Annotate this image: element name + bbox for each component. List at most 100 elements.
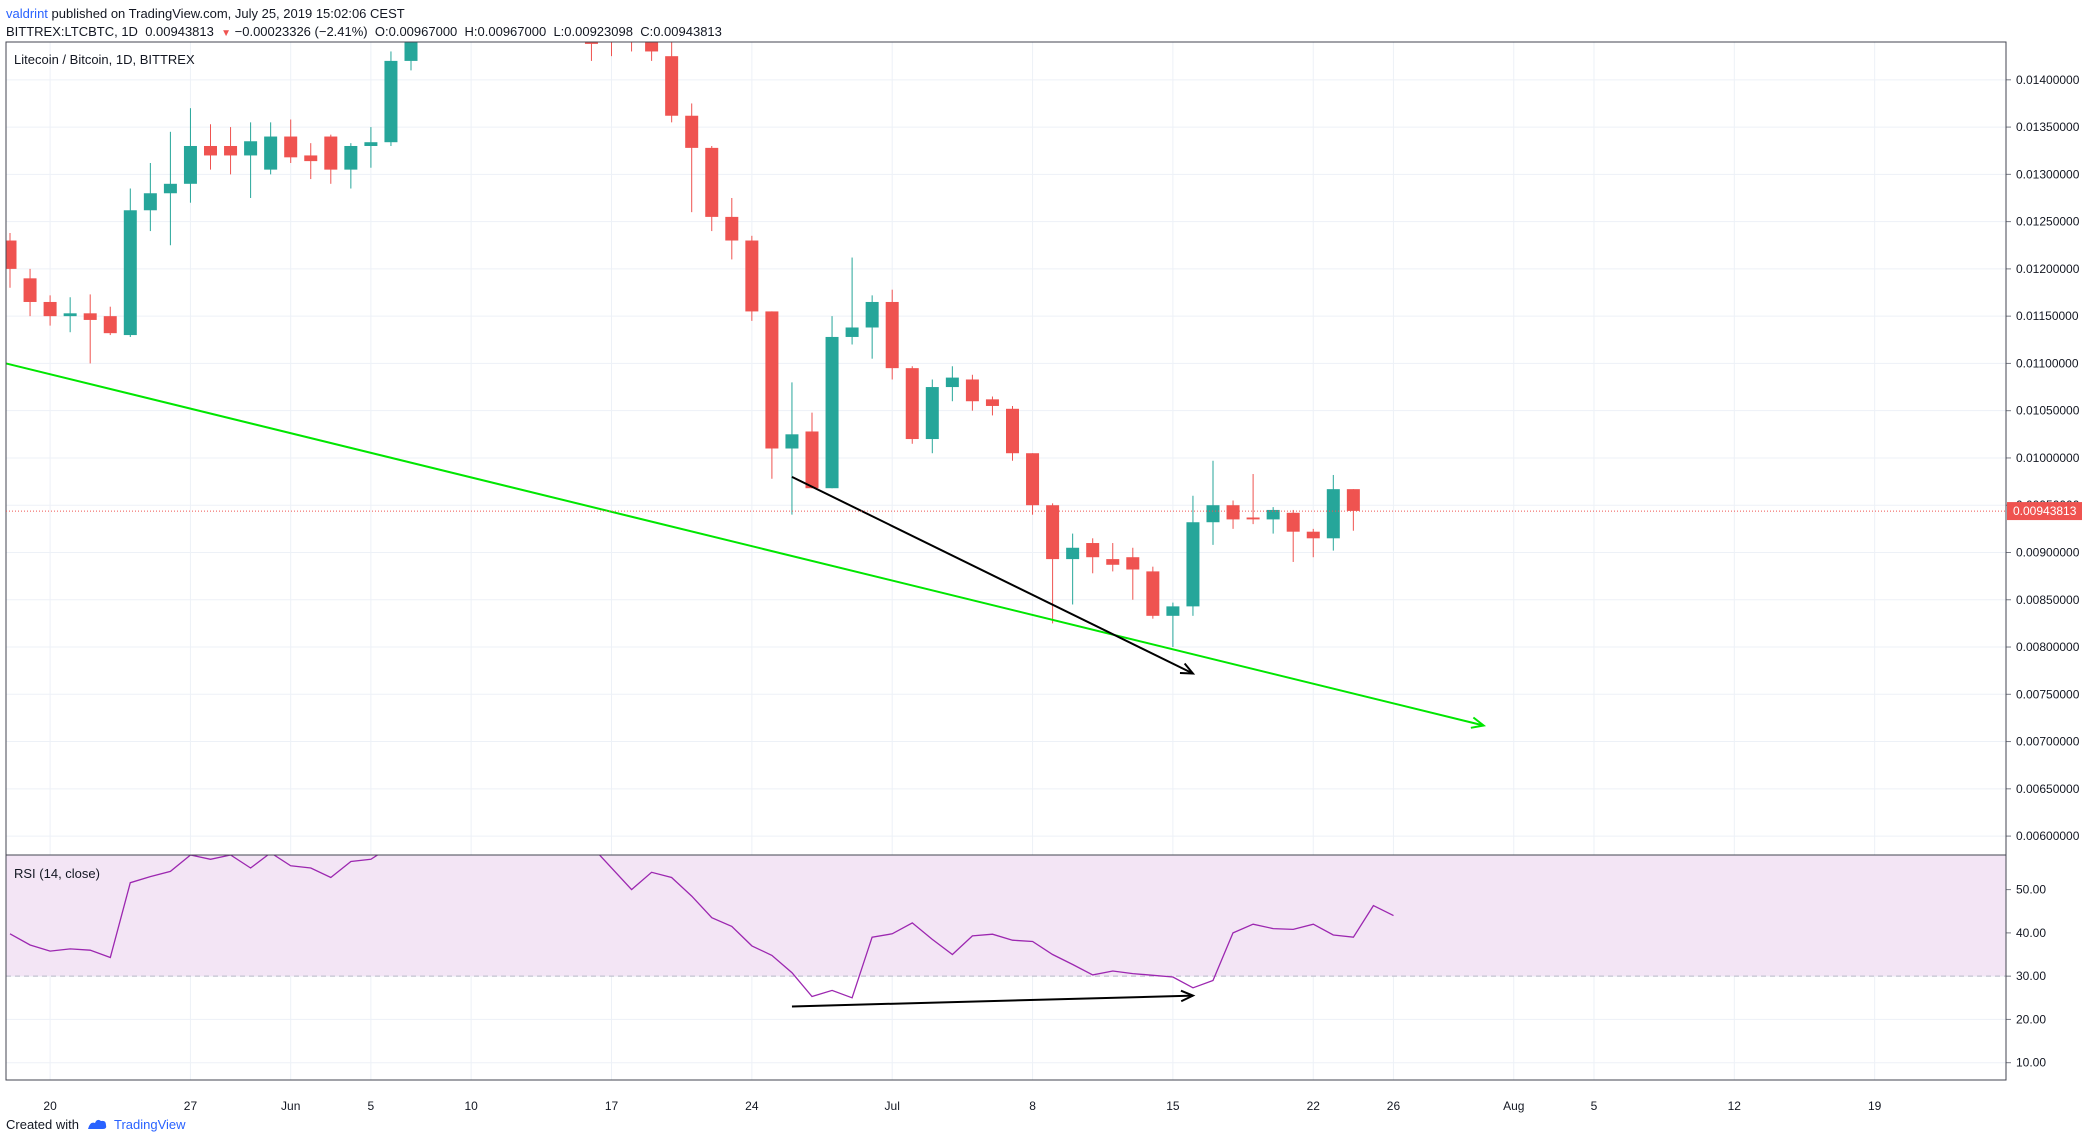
green-trendline xyxy=(5,362,1484,727)
candles xyxy=(6,37,1360,648)
plot-border xyxy=(5,41,2007,1081)
candle-body xyxy=(965,379,979,402)
x-tick-label: Aug xyxy=(1503,1099,1524,1113)
y-tick-label: 0.01050000 xyxy=(2016,404,2080,418)
y-tick-label: 0.01400000 xyxy=(2016,73,2080,87)
candle-body xyxy=(143,193,157,211)
x-tick-label: 5 xyxy=(1591,1099,1598,1113)
candle-body xyxy=(1246,517,1260,520)
y-tick-label: 0.01200000 xyxy=(2016,262,2080,276)
rsi-band xyxy=(6,855,2006,977)
rsi-y-tick-label: 10.00 xyxy=(2016,1056,2046,1070)
candle-body xyxy=(725,216,739,241)
candle-body xyxy=(665,56,679,116)
candle-body xyxy=(1086,543,1100,558)
candle-body xyxy=(1026,453,1040,506)
publish-line: valdrint published on TradingView.com, J… xyxy=(6,6,405,21)
x-tick-label: 10 xyxy=(464,1099,478,1113)
candle-body xyxy=(584,42,598,44)
down-triangle-icon: ▼ xyxy=(221,28,232,39)
candle-body xyxy=(685,115,699,148)
x-tick-label: 22 xyxy=(1307,1099,1321,1113)
candle-body xyxy=(103,316,117,334)
author-link[interactable]: valdrint xyxy=(6,6,48,21)
candle-body xyxy=(1126,557,1140,570)
candle-body xyxy=(43,301,57,317)
candle-body xyxy=(645,42,659,52)
y-tick-label: 0.01250000 xyxy=(2016,215,2080,229)
last-price-tag xyxy=(2007,502,2082,521)
candle-body xyxy=(1066,547,1080,560)
candle-body xyxy=(705,147,719,217)
x-tick-label: 24 xyxy=(745,1099,759,1113)
symbol-label: BITTREX:LTCBTC, 1D xyxy=(6,24,138,39)
candle-body xyxy=(23,278,37,302)
x-tick-label: 20 xyxy=(43,1099,57,1113)
rsi-line xyxy=(9,855,1394,999)
x-tick-label: Jun xyxy=(281,1099,300,1113)
ohlc-open: O:0.00967000 xyxy=(374,24,458,39)
rsi-pane-title: RSI (14, close) xyxy=(14,866,100,881)
published-text: published on TradingView.com, July 25, 2… xyxy=(51,6,405,21)
candle-body xyxy=(945,377,959,388)
green-trendline-arrowhead xyxy=(1470,716,1487,729)
candle-body xyxy=(63,313,77,317)
price-divergence-arrowhead xyxy=(1179,662,1196,675)
candle-body xyxy=(845,327,859,337)
rsi-y-tick-label: 30.00 xyxy=(2016,969,2046,983)
candle-body xyxy=(264,136,278,170)
y-tick-label: 0.01000000 xyxy=(2016,451,2080,465)
x-tick-label: 27 xyxy=(184,1099,198,1113)
candle-body xyxy=(765,311,779,449)
candle-body xyxy=(1326,489,1340,539)
y-tick-label: 0.00900000 xyxy=(2016,545,2080,559)
candle-body xyxy=(925,387,939,440)
drawings xyxy=(5,362,1487,1008)
candle-body xyxy=(324,136,338,170)
candle-body xyxy=(364,142,378,146)
tradingview-logo-icon xyxy=(86,1117,108,1134)
candle-body xyxy=(1226,505,1240,520)
candle-body xyxy=(344,145,358,170)
axes: 20 27 Jun 5 10 17 24 Jul 8 15 22 26 Aug 5 12 19 0.014000… xyxy=(5,41,2082,1113)
candle-body xyxy=(1306,531,1320,539)
candle-body xyxy=(1106,559,1120,565)
rsi-y-tick-label: 20.00 xyxy=(2016,1012,2046,1026)
candle-body xyxy=(745,240,759,312)
candle-body xyxy=(1206,505,1220,523)
x-tick-label: Jul xyxy=(885,1099,900,1113)
candle-body xyxy=(83,313,97,320)
footer: Created with TradingView xyxy=(6,1117,186,1134)
last-price: 0.00943813 xyxy=(145,24,214,39)
candle-body xyxy=(163,183,177,194)
x-tick-label: 15 xyxy=(1166,1099,1180,1113)
y-tick-label: 0.01150000 xyxy=(2016,309,2079,323)
x-tick-label: 17 xyxy=(605,1099,619,1113)
candle-body xyxy=(825,336,839,489)
y-tick-label: 0.00700000 xyxy=(2016,735,2080,749)
candle-body xyxy=(384,60,398,143)
y-tick-label: 0.00800000 xyxy=(2016,640,2080,654)
ohlc-high: H:0.00967000 xyxy=(464,24,547,39)
candle-body xyxy=(865,301,879,328)
x-tick-label: 19 xyxy=(1868,1099,1882,1113)
candle-body xyxy=(905,368,919,440)
candle-body xyxy=(985,399,999,406)
rsi-y-tick-label: 50.00 xyxy=(2016,883,2046,897)
tradingview-brand[interactable]: TradingView xyxy=(114,1117,186,1132)
change-value: −0.00023326 (−2.41%) xyxy=(234,24,368,39)
y-tick-label: 0.00750000 xyxy=(2016,687,2080,701)
candle-body xyxy=(1286,512,1300,532)
candle-body xyxy=(1046,505,1060,560)
ohlc-low: L:0.00923098 xyxy=(553,24,633,39)
created-with-text: Created with xyxy=(6,1117,79,1132)
x-tick-label: 12 xyxy=(1728,1099,1742,1113)
candle-body xyxy=(885,301,899,369)
candle-body xyxy=(183,145,197,184)
chart-header: valdrint published on TradingView.com, J… xyxy=(0,0,2089,42)
ohlc-close: C:0.00943813 xyxy=(640,24,722,39)
candle-body xyxy=(605,37,618,42)
price-pane-title: Litecoin / Bitcoin, 1D, BITTREX xyxy=(14,52,195,67)
candle-body xyxy=(244,141,258,156)
